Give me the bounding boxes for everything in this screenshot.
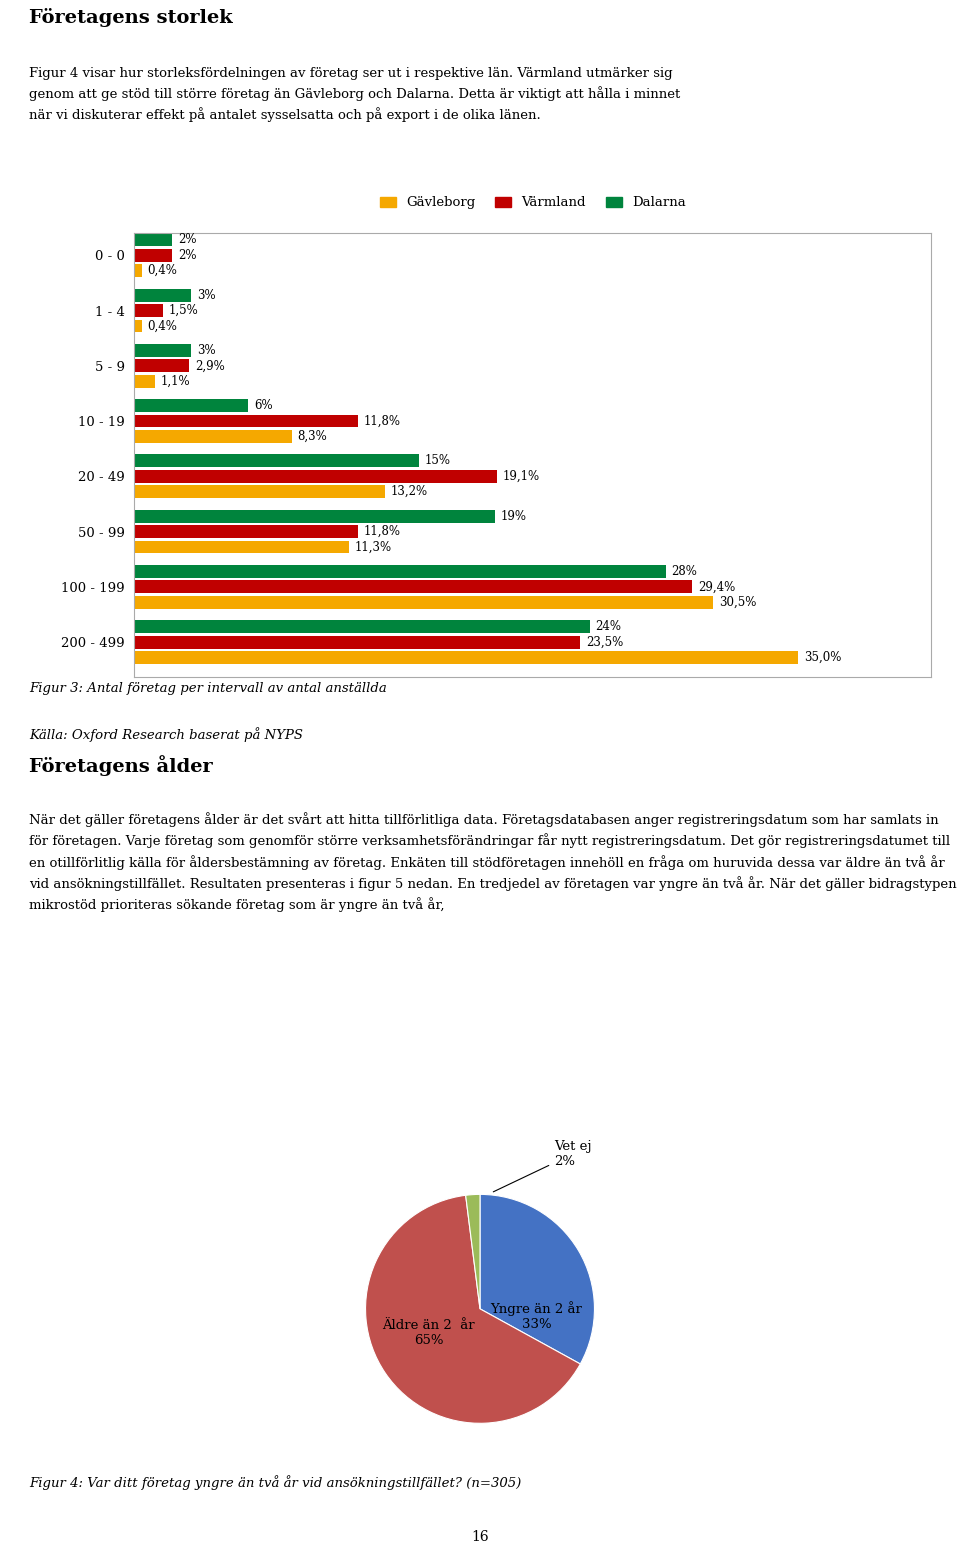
Text: 13,2%: 13,2% — [391, 485, 427, 498]
Text: 8,3%: 8,3% — [298, 429, 327, 443]
Bar — [134, 375, 156, 387]
Text: 29,4%: 29,4% — [698, 580, 735, 593]
Text: 3%: 3% — [197, 344, 216, 356]
Text: 28%: 28% — [671, 565, 697, 577]
Bar — [134, 289, 191, 302]
Bar — [134, 526, 358, 538]
Bar — [134, 303, 163, 317]
Legend: Gävleborg, Värmland, Dalarna: Gävleborg, Värmland, Dalarna — [374, 191, 691, 215]
Bar — [134, 636, 580, 649]
Text: Källa: Oxford Research baserat på NYPS: Källa: Oxford Research baserat på NYPS — [29, 727, 302, 742]
Bar — [134, 400, 249, 412]
Text: 2%: 2% — [178, 233, 197, 246]
Bar — [134, 454, 419, 467]
Bar — [134, 344, 191, 356]
Text: 24%: 24% — [595, 621, 621, 633]
Text: 30,5%: 30,5% — [719, 596, 756, 608]
Wedge shape — [480, 1195, 594, 1365]
Bar — [134, 650, 799, 664]
Text: 1,5%: 1,5% — [169, 303, 199, 317]
Text: 19,1%: 19,1% — [502, 470, 540, 482]
Text: Yngre än 2 år
33%: Yngre än 2 år 33% — [491, 1301, 583, 1330]
Bar — [134, 596, 713, 608]
Text: Äldre än 2  år
65%: Äldre än 2 år 65% — [382, 1319, 475, 1347]
Text: 19%: 19% — [500, 510, 526, 523]
Wedge shape — [366, 1195, 580, 1424]
Text: 1,1%: 1,1% — [161, 375, 191, 387]
Text: 15%: 15% — [424, 454, 450, 467]
Bar — [134, 470, 496, 482]
Bar — [134, 233, 173, 246]
Text: 23,5%: 23,5% — [586, 636, 623, 649]
Text: När det gäller företagens ålder är det svårt att hitta tillförlitliga data. Före: När det gäller företagens ålder är det s… — [29, 812, 956, 912]
Text: 6%: 6% — [253, 400, 273, 412]
Bar — [134, 485, 385, 498]
Text: 35,0%: 35,0% — [804, 650, 842, 664]
Bar — [134, 580, 692, 593]
Text: 2%: 2% — [178, 249, 197, 261]
Text: Vet ej
2%: Vet ej 2% — [493, 1141, 591, 1192]
Text: 16: 16 — [471, 1531, 489, 1544]
Text: Företagens ålder: Företagens ålder — [29, 755, 212, 775]
Bar — [134, 429, 292, 443]
Bar — [134, 510, 494, 523]
Bar — [134, 540, 348, 554]
Bar — [134, 265, 142, 277]
Text: Figur 4: Var ditt företag yngre än två år vid ansökningstillfället? (n=305): Figur 4: Var ditt företag yngre än två å… — [29, 1475, 521, 1491]
Text: 0,4%: 0,4% — [148, 319, 178, 333]
Text: Figur 4 visar hur storleksfördelningen av företag ser ut i respektive län. Värml: Figur 4 visar hur storleksfördelningen a… — [29, 67, 680, 123]
Bar — [134, 249, 173, 261]
Text: 3%: 3% — [197, 288, 216, 302]
Text: Figur 3: Antal företag per intervall av antal anställda: Figur 3: Antal företag per intervall av … — [29, 682, 387, 694]
Text: 11,8%: 11,8% — [364, 524, 401, 538]
Text: 0,4%: 0,4% — [148, 265, 178, 277]
Bar — [134, 319, 142, 333]
Bar — [134, 359, 189, 372]
Text: 11,8%: 11,8% — [364, 414, 401, 428]
Bar — [134, 414, 358, 428]
Text: 11,3%: 11,3% — [354, 540, 392, 554]
Bar — [134, 621, 589, 633]
Text: Företagens storlek: Företagens storlek — [29, 8, 232, 26]
Bar — [134, 565, 665, 577]
Text: 2,9%: 2,9% — [195, 359, 225, 372]
Wedge shape — [466, 1195, 480, 1309]
